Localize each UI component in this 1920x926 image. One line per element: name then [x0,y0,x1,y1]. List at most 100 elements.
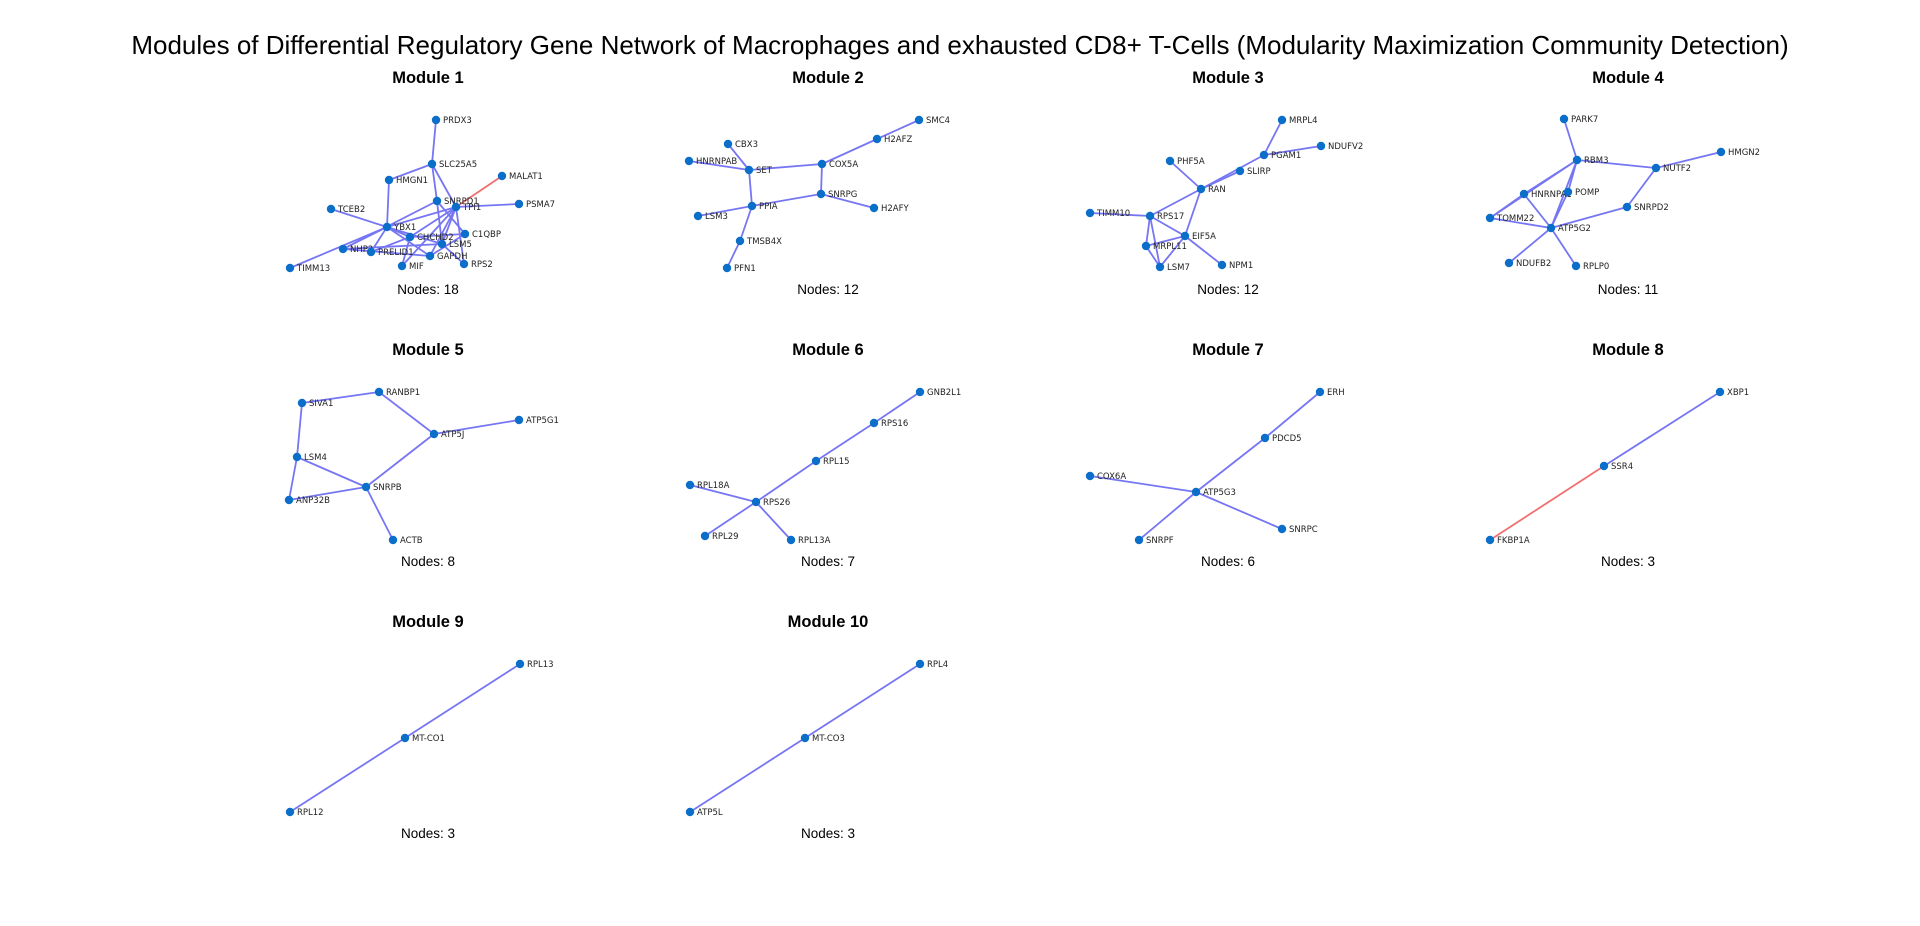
node-mif [397,261,407,271]
edge-rps17-mrpl11 [1145,215,1151,247]
node-rpl13a [786,535,796,545]
edge-xbp1-ssr4 [1603,391,1721,467]
node-label: PDCD5 [1272,434,1302,444]
node-label: SNRPD2 [1634,203,1669,213]
edge-rps17-lsm7 [1149,215,1161,268]
figure-title: Modules of Differential Regulatory Gene … [131,30,1789,60]
node-label: RPL15 [823,457,850,467]
edge-rps26-rpl13a [755,501,792,541]
node-xbp1 [1715,387,1725,397]
edge-gnb2l1-rps16 [873,391,921,424]
edge-siva1-lsm4 [296,402,303,458]
node-label: NDUFV2 [1328,142,1363,152]
node-mrpl11 [1141,241,1151,251]
node-label: PRDX3 [443,116,472,126]
node-label: RPL12 [297,808,324,818]
node-label: RPL29 [712,532,739,542]
node-label: ATP5G2 [1558,224,1591,234]
node-label: FKBP1A [1497,536,1530,546]
node-label: LSM5 [449,240,472,250]
node-atp5j [429,429,439,439]
node-rpl29 [700,531,710,541]
edge-phf5a-ran [1169,160,1202,190]
node-label: ERH [1327,388,1345,398]
node-label: LSM3 [705,212,728,222]
edge-snrpd2-atp5g2 [1550,206,1628,229]
edge-ppia-lsm3 [697,205,753,217]
node-count: Nodes: 18 [397,282,459,297]
edge-erh-pdcd5 [1264,391,1321,439]
node-rpl18a [685,480,695,490]
edge-rps17-eif5a [1149,215,1186,237]
node-label: ATP5J [441,430,464,440]
node-pgam1 [1259,150,1269,160]
node-label: YBX1 [393,223,416,233]
module-3: Module 3 MRPL4 NDUFV2 PGAM1 PHF5A SLIRP RAN TIM… [1085,69,1363,297]
edge-hnrnpab-set [688,160,750,171]
node-rpl15 [811,456,821,466]
node-count: Nodes: 3 [401,826,455,841]
node-label: HMGN2 [1728,148,1760,158]
node-label: NDUFB2 [1516,259,1551,269]
edge-lsm4-snrpb [296,456,367,488]
node-rps16 [869,418,879,428]
edge-siva1-ranbp1 [301,391,380,404]
module-4: Module 4 PARK7 HMGN2 RBM3 NUTF2 HNRNPA1 POMP TO… [1485,69,1760,297]
edge-hnrnpa1-tomm22 [1489,193,1525,219]
node-label: SNRPG [828,190,857,200]
node-ndufv2 [1316,141,1326,151]
node-prelid1 [366,247,376,257]
node-count: Nodes: 8 [401,554,455,569]
node-label: MIF [409,262,424,272]
edge-cox6a-atp5g3 [1089,475,1197,493]
module-title: Module 6 [792,341,864,359]
node-label: PRELID1 [378,248,414,258]
node-rplp0 [1571,261,1581,271]
node-label: RPLP0 [1583,262,1609,272]
node-label: NHP2 [350,245,373,255]
edge-ybx1-lsm5 [386,226,443,245]
node-count: Nodes: 12 [1197,282,1259,297]
node-label: RPL13A [798,536,831,546]
node-snrpb [361,482,371,492]
edge-hnrnpa1-atp5g2 [1523,193,1552,229]
edge-tpi1-psma7 [455,203,520,208]
node-label: ATP5G1 [526,416,559,426]
edge-lsm4-anp32b [288,456,298,501]
node-pomp [1563,187,1573,197]
node-mt-co1 [400,733,410,743]
node-label: RAN [1208,185,1226,195]
node-label: CBX3 [735,140,758,150]
node-label: ANP32B [296,496,330,506]
node-h2afy [869,203,879,213]
node-label: ATP5L [697,808,723,818]
edge-ranbp1-atp5j [378,391,435,435]
edge-malat1-tpi1 [455,175,503,208]
node-label: RPL13 [527,660,554,670]
node-label: SET [756,166,773,176]
edge-atp5j-atp5g1 [433,419,520,435]
edge-prdx3-slc25a5 [431,119,437,165]
edge-rpl15-rps26 [755,460,817,503]
node-count: Nodes: 11 [1598,282,1659,297]
edge-cox5a-snrpg [820,163,823,195]
node-lsm4 [292,452,302,462]
node-label: PARK7 [1571,115,1598,125]
edge-park7-rbm3 [1563,118,1578,161]
edge-hmgn1-ybx1 [386,179,390,228]
edge-snrpg-h2afy [820,193,875,209]
edge-anp32b-snrpb [288,486,367,501]
node-count: Nodes: 6 [1201,554,1255,569]
node-label: SLC25A5 [439,160,477,170]
edge-smc4-h2afz [876,119,920,140]
node-rps17 [1145,211,1155,221]
node-label: TIMM10 [1096,209,1130,219]
node-label: SNRPB [373,483,402,493]
edge-h2afz-cox5a [821,138,878,165]
node-label: MRPL4 [1289,116,1318,126]
edge-rpl18a-rps26 [689,484,757,503]
module-8: Module 8 XBP1 SSR4 FKBP1A Nodes: 3 [1485,341,1749,569]
node-label: POMP [1575,188,1599,198]
edge-tpi1-chchd2 [409,206,457,238]
